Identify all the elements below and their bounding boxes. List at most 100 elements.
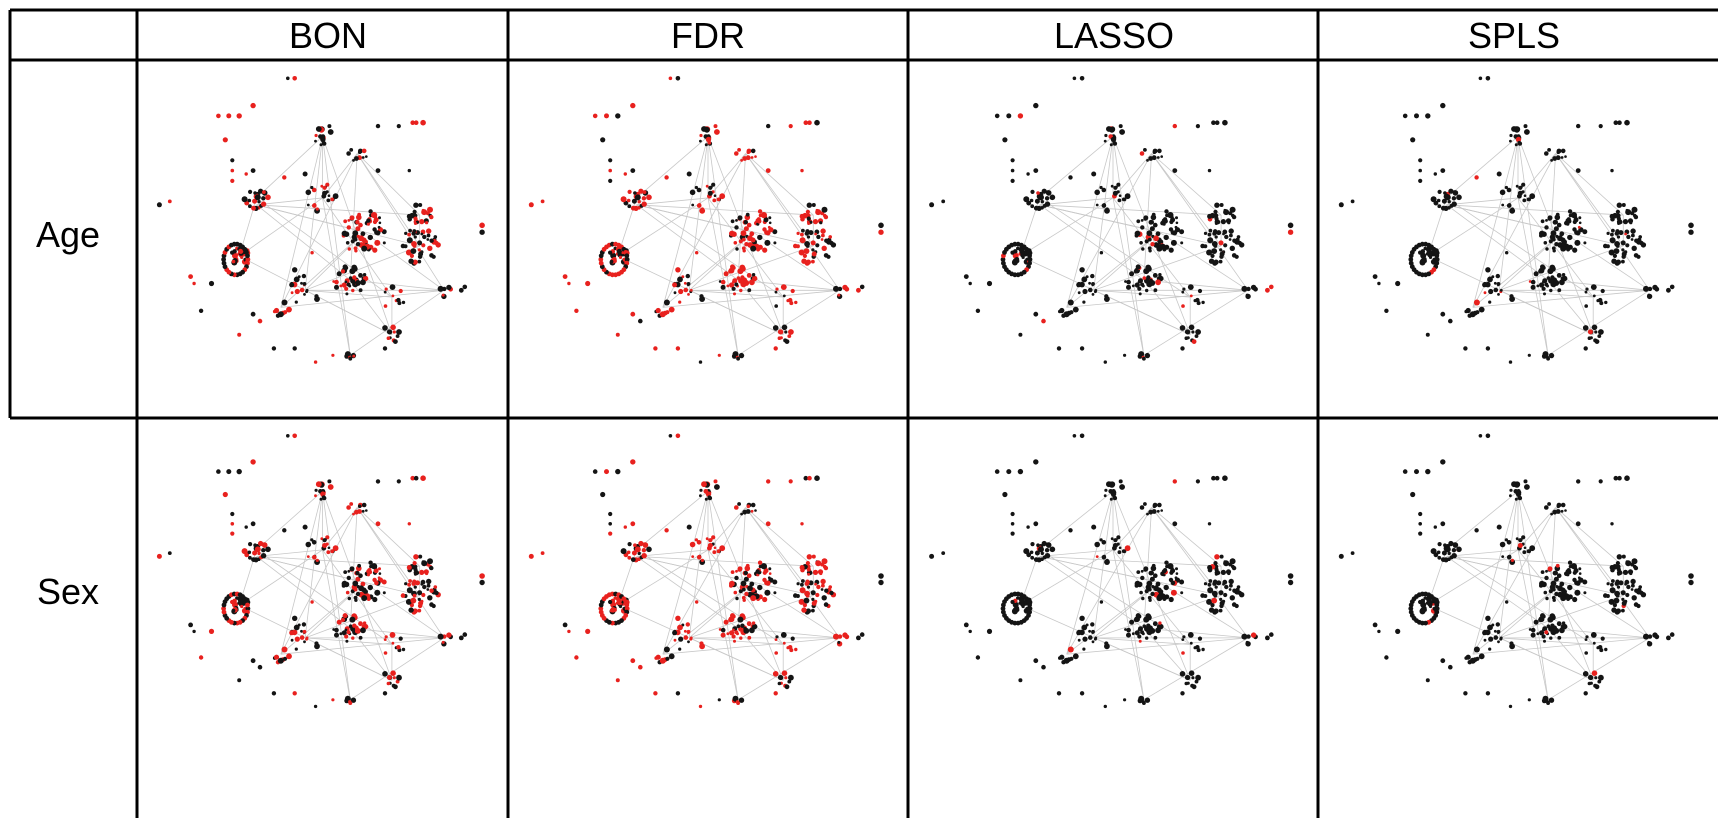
network-node (994, 113, 1000, 119)
network-node (1133, 617, 1138, 623)
selected-node (156, 553, 162, 559)
selected-node (744, 591, 749, 597)
network-edge (1446, 197, 1519, 206)
selected-node (344, 634, 349, 639)
network-node (1575, 521, 1581, 527)
network-node (319, 143, 323, 147)
network-node (1603, 593, 1608, 598)
selected-node (698, 704, 703, 709)
selected-node (567, 281, 571, 286)
network-node (1219, 597, 1223, 602)
network-node (1012, 608, 1016, 613)
selected-node (734, 505, 739, 510)
network-panel-sex-bon (156, 433, 485, 709)
network-node (811, 597, 815, 602)
selected-node (230, 522, 235, 526)
selected-node (230, 599, 235, 605)
network-node (1547, 616, 1554, 623)
network-node (1038, 546, 1044, 553)
network-node (355, 591, 361, 597)
selected-node (412, 259, 418, 265)
network-edge (1446, 197, 1594, 298)
selected-node (716, 549, 721, 554)
network-edge (256, 204, 420, 247)
network-node (1220, 569, 1226, 576)
selected-node (1181, 304, 1185, 308)
network-node (360, 627, 366, 634)
network-edge (1066, 153, 1152, 308)
network-node (1201, 647, 1205, 652)
network-node (675, 76, 681, 81)
network-node (1609, 237, 1616, 244)
network-edge (1039, 549, 1191, 645)
network-node (1610, 168, 1614, 173)
network-node (1139, 505, 1145, 510)
network-node (1006, 113, 1012, 119)
network-node (1543, 590, 1548, 595)
network-node (1160, 155, 1163, 158)
network-node (777, 681, 782, 686)
network-node (1523, 194, 1527, 197)
selected-node (1095, 555, 1099, 558)
selected-node (294, 636, 300, 642)
network-node (314, 488, 318, 492)
network-node (1560, 156, 1564, 159)
network-node (1164, 209, 1169, 214)
network-node (208, 280, 215, 287)
network-node (600, 137, 606, 143)
selected-node (352, 512, 355, 516)
network-node (1219, 203, 1224, 207)
network-node (1021, 255, 1025, 259)
network-node (1551, 246, 1556, 251)
selected-node (790, 288, 795, 294)
network-edge (1093, 245, 1222, 291)
selected-node (413, 216, 418, 221)
network-node (1250, 284, 1257, 291)
network-edge (1446, 136, 1519, 199)
selected-node (355, 576, 361, 582)
network-node (1216, 580, 1222, 586)
network-node (772, 229, 778, 235)
network-edge (1066, 136, 1114, 308)
selected-node (766, 479, 771, 484)
network-node (413, 567, 418, 572)
network-node (1625, 592, 1630, 598)
network-node (1524, 129, 1530, 135)
network-node (349, 566, 355, 572)
network-node (1574, 589, 1581, 596)
network-node (1063, 657, 1070, 664)
network-node (1200, 243, 1205, 249)
network-node (1448, 664, 1453, 670)
network-node (1473, 646, 1480, 653)
network-node (1223, 243, 1228, 248)
network-node (757, 584, 763, 591)
selected-node (373, 217, 379, 223)
network-node (1410, 137, 1416, 143)
network-node (382, 325, 388, 331)
network-node (286, 76, 290, 81)
network-node (1440, 311, 1446, 317)
network-node (815, 243, 820, 248)
network-node (417, 259, 422, 264)
network-edge (662, 491, 709, 655)
network-node (271, 691, 277, 696)
network-node (355, 570, 360, 576)
network-node (1688, 222, 1694, 229)
network-node (1214, 216, 1219, 221)
selected-node (273, 654, 280, 660)
selected-node (683, 281, 687, 285)
network-node (1524, 484, 1530, 490)
network-node (1222, 582, 1225, 586)
selected-node (374, 580, 379, 586)
selected-node (418, 600, 424, 606)
network-edge (1472, 582, 1564, 655)
network-node (1138, 351, 1145, 358)
network-node (1287, 573, 1294, 579)
network-node (1377, 629, 1381, 634)
network-node (1195, 329, 1201, 335)
network-node (1220, 219, 1226, 225)
network-node (1584, 304, 1588, 308)
network-node (277, 657, 284, 664)
network-node (371, 563, 378, 570)
network-node (1418, 250, 1423, 255)
